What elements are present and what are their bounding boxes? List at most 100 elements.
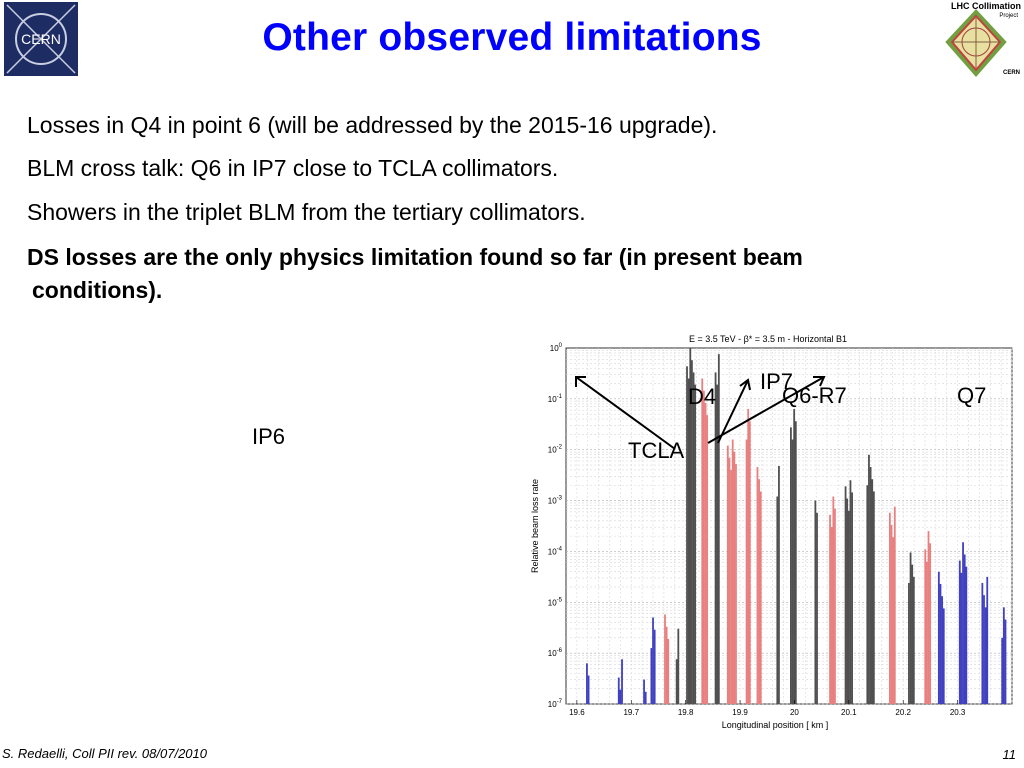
loss-bar-collimator <box>791 439 794 704</box>
loss-bar-warm <box>888 512 891 704</box>
loss-bar-collimator <box>814 500 817 704</box>
lhc-logo-crosshair <box>952 18 1000 68</box>
x-tick-label: 20.3 <box>950 708 966 717</box>
cern-logo-text: CERN <box>21 31 61 47</box>
loss-bar-collimator <box>849 480 852 704</box>
loss-bar-collimator <box>675 659 678 704</box>
loss-bar-warm <box>701 378 704 704</box>
q7-label: Q7 <box>957 383 986 408</box>
loss-bar-collimator <box>776 496 779 704</box>
ip7-label: IP7 <box>760 369 793 394</box>
bullet-q4-losses: Losses in Q4 in point 6 (will be address… <box>27 112 718 138</box>
loss-bar-cold <box>587 675 590 704</box>
arrow-to-ip6 <box>575 376 676 450</box>
loss-bar-warm <box>832 496 835 704</box>
loss-bar-collimator <box>847 510 850 704</box>
loss-bar-warm <box>924 549 927 704</box>
loss-bar-collimator <box>677 628 680 704</box>
loss-bar-collimator <box>869 467 872 704</box>
loss-bar-warm <box>733 451 736 704</box>
slide-title: Other observed limitations <box>262 16 762 59</box>
loss-bar-cold <box>1004 619 1007 704</box>
loss-bar-warm <box>892 537 895 704</box>
loss-bar-cold <box>962 542 964 704</box>
loss-bar-cold <box>958 560 961 704</box>
loss-bar-cold <box>984 607 987 704</box>
arrow-to-ip6-head <box>575 376 586 387</box>
loss-bar-warm <box>829 514 831 704</box>
loss-bar-collimator <box>717 354 720 704</box>
loss-bar-warm <box>731 439 734 704</box>
loss-bar-cold <box>941 596 944 704</box>
loss-bar-warm <box>830 527 833 704</box>
loss-bar-warm <box>758 479 760 704</box>
loss-bar-cold <box>650 648 653 704</box>
arrow-to-d4 <box>717 379 749 444</box>
loss-bar-warm <box>706 415 709 704</box>
cern-logo: CERN <box>4 2 78 76</box>
loss-bar-cold <box>981 582 984 704</box>
loss-bar-collimator <box>794 421 797 704</box>
loss-bar-warm <box>759 491 762 704</box>
loss-bar-collimator <box>793 409 796 704</box>
loss-bar-cold <box>986 576 989 704</box>
loss-bar-cold <box>653 629 656 704</box>
lhc-logo-cern: CERN <box>1003 70 1020 76</box>
loss-bar-warm <box>893 506 896 704</box>
loss-bar-cold <box>942 608 945 704</box>
annotation-arrows <box>575 376 826 450</box>
x-tick-label: 19.9 <box>732 708 748 717</box>
ip6-label: IP6 <box>252 424 286 449</box>
loss-bar-collimator <box>714 372 717 704</box>
loss-bar-warm <box>704 402 707 704</box>
y-tick-label: 10-4 <box>548 546 563 556</box>
loss-bar-warm <box>664 614 666 704</box>
y-tick-label: 10-7 <box>548 699 563 709</box>
loss-bar-collimator <box>790 427 792 704</box>
loss-bar-cold <box>960 572 963 704</box>
loss-bar-collimator <box>908 582 910 704</box>
loss-bar-collimator <box>912 576 915 704</box>
loss-bar-warm <box>929 543 932 704</box>
loss-bar-collimator <box>844 486 847 704</box>
loss-bar-cold <box>617 677 620 704</box>
arrow-to-d4-head <box>739 378 751 391</box>
loss-bar-warm <box>756 467 759 704</box>
loss-bar-collimator <box>687 378 690 704</box>
y-tick-label: 10-1 <box>548 394 563 404</box>
loss-bar-warm <box>927 531 930 704</box>
loss-bar-cold <box>652 617 654 704</box>
cern-logo-cross <box>6 4 76 74</box>
x-tick-label: 20 <box>790 708 799 717</box>
loss-bar-warm <box>702 390 705 704</box>
footer-author: S. Redaelli, Coll PII rev. 08/07/2010 <box>2 746 207 761</box>
bullet-ds-losses: DS losses are the only physics limitatio… <box>27 241 1007 307</box>
chart-y-ticks: 100 10-1 10-2 10-3 10-4 10-5 10-6 10-7 <box>548 343 563 709</box>
loss-bar-collimator <box>778 465 780 704</box>
loss-bar-collimator <box>816 512 818 704</box>
loss-bar-cold <box>1002 607 1005 704</box>
loss-bar-collimator <box>851 492 853 704</box>
loss-bar-warm <box>735 463 737 704</box>
loss-bar-warm <box>745 439 748 704</box>
loss-bar-collimator <box>911 564 914 704</box>
loss-bar-cold <box>586 663 588 704</box>
loss-bar-warm <box>726 445 729 704</box>
bullet-triplet-showers: Showers in the triplet BLM from the tert… <box>27 199 586 225</box>
chart-y-label: Relative beam loss rate <box>530 479 540 573</box>
loss-bar-collimator <box>694 384 697 704</box>
lhc-logo-project: Project <box>999 13 1018 19</box>
loss-bar-collimator <box>909 552 912 704</box>
tcla-label: TCLA <box>628 438 685 463</box>
loss-bar-warm <box>730 470 732 704</box>
x-tick-label: 20.2 <box>895 708 911 717</box>
x-tick-label: 20.1 <box>841 708 857 717</box>
y-tick-label: 10-5 <box>548 597 563 607</box>
loss-bar-warm <box>667 638 670 704</box>
loss-bar-collimator <box>868 454 870 704</box>
loss-bar-cold <box>937 571 940 704</box>
q6-r7-label: Q6-R7 <box>782 383 847 408</box>
chart-x-label: Longitudinal position [ km ] <box>722 720 829 730</box>
loss-bar-warm <box>665 626 668 704</box>
loss-map-chart: E = 3.5 TeV - β* = 3.5 m - Horizontal B1… <box>530 334 1013 730</box>
